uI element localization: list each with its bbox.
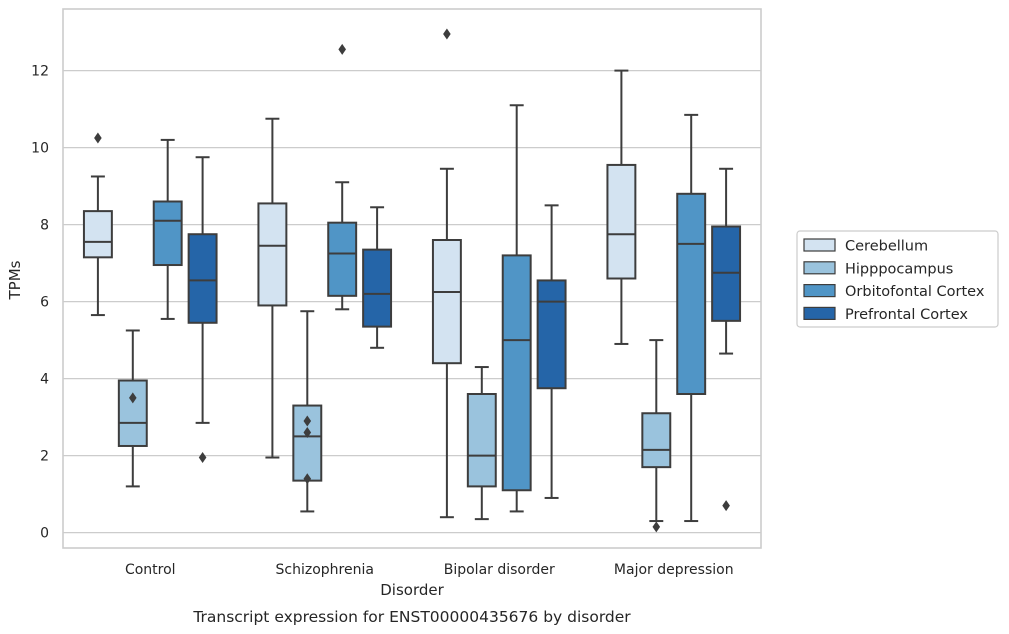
box-orbitofontal-cortex — [676, 113, 707, 523]
box-plot-series — [82, 28, 742, 533]
plot-frame — [62, 8, 762, 549]
outlier-point — [652, 521, 661, 533]
iqr-box — [536, 279, 567, 390]
outlier-point — [338, 43, 346, 55]
outlier-point — [94, 132, 102, 144]
box-orbitofontal-cortex — [501, 104, 532, 513]
outlier-point — [303, 415, 312, 427]
outlier-point — [443, 28, 451, 40]
legend-swatch — [803, 284, 836, 298]
y-axis-ticks: 0 2 4 6 8 10 12 — [31, 64, 49, 542]
legend-label: Hipppocampus — [845, 261, 953, 277]
iqr-box — [152, 200, 183, 267]
iqr-box — [466, 393, 497, 488]
x-tick-label: Schizophrenia — [276, 562, 374, 578]
iqr-box — [641, 412, 672, 469]
legend-label: Cerebellum — [845, 239, 928, 255]
outlier-point — [722, 500, 730, 512]
x-tick-label: Control — [125, 562, 176, 578]
box-hipppocampus — [292, 310, 323, 513]
x-axis-label: Disorder — [380, 581, 444, 599]
box-prefrontal-cortex — [711, 167, 742, 512]
box-orbitofontal-cortex — [152, 138, 183, 320]
y-tick-label: 8 — [40, 218, 49, 234]
box-cerebellum — [606, 69, 637, 345]
y-tick-label: 4 — [40, 372, 49, 388]
y-axis-label: TPMs — [6, 260, 24, 300]
legend-label: Prefrontal Cortex — [845, 307, 968, 323]
legend-swatch — [803, 238, 836, 252]
y-tick-label: 6 — [40, 295, 49, 311]
legend: Cerebellum Hipppocampus Orbitofontal Corte… — [796, 230, 999, 328]
legend-label: Orbitofontal Cortex — [845, 284, 985, 300]
box-cerebellum — [82, 132, 113, 317]
chart-caption: Transcript expression for ENST0000043567… — [192, 608, 631, 626]
y-tick-label: 0 — [40, 526, 49, 542]
x-axis-ticks: Control Schizophrenia Bipolar disorder Majo… — [125, 562, 734, 578]
iqr-box — [82, 210, 113, 259]
box-hipppocampus — [641, 339, 672, 533]
iqr-box — [257, 202, 288, 307]
iqr-box — [362, 248, 393, 328]
legend-frame — [796, 230, 999, 328]
box-hipppocampus — [117, 329, 148, 488]
y-tick-label: 2 — [40, 449, 49, 465]
box-cerebellum — [431, 28, 462, 519]
box-hipppocampus — [466, 366, 497, 521]
box-orbitofontal-cortex — [327, 43, 358, 311]
legend-swatch — [803, 306, 836, 320]
outlier-point — [198, 452, 207, 464]
iqr-box — [117, 379, 148, 447]
x-tick-label: Major depression — [614, 562, 734, 578]
box-prefrontal-cortex — [536, 204, 567, 499]
x-tick-label: Bipolar disorder — [444, 562, 555, 578]
iqr-box — [327, 221, 358, 297]
legend-swatch — [803, 261, 836, 275]
iqr-box — [676, 192, 707, 395]
iqr-box — [431, 239, 462, 365]
iqr-box — [606, 163, 637, 280]
iqr-box — [501, 254, 532, 492]
outlier-point — [303, 473, 312, 485]
box-prefrontal-cortex — [362, 206, 393, 349]
y-tick-label: 12 — [31, 64, 49, 80]
iqr-box — [187, 233, 218, 324]
y-tick-label: 10 — [31, 141, 49, 157]
outlier-point — [129, 392, 137, 404]
box-prefrontal-cortex — [187, 156, 218, 464]
outlier-point — [303, 427, 312, 438]
box-cerebellum — [257, 117, 288, 459]
